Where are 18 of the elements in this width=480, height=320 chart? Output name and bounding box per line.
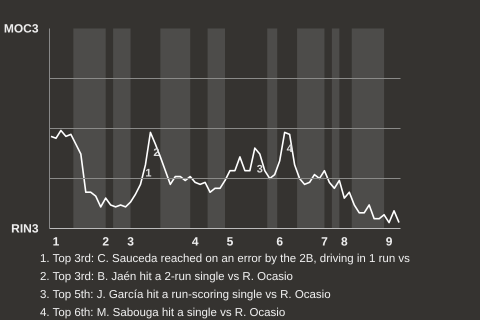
x-tick-label: 8 (340, 234, 348, 248)
x-tick-label: 6 (276, 234, 284, 248)
text: 2. Top 3rd: B. Jaén hit a 2-run single vs R. Ocasio (40, 271, 293, 283)
x-tick-label: 5 (226, 234, 234, 248)
x-tick-label: 4 (192, 234, 199, 248)
annotation: 3 (256, 164, 263, 176)
x-tick-label: 7 (321, 234, 328, 248)
annotation: 1 (145, 168, 152, 180)
x-tick-label: 1 (52, 234, 60, 248)
x-tick-label: 9 (386, 234, 393, 248)
text: 1. Top 3rd: C. Sauceda reached on an error by the 2B, driving in 1 run vs (40, 253, 410, 265)
annotation: 2 (153, 147, 160, 160)
text: MOC3 (4, 22, 39, 36)
text: RIN3 (11, 222, 39, 236)
x-tick-label: 3 (127, 234, 134, 248)
x-tick-label: 2 (102, 234, 110, 248)
text: 4. Top 6th: M. Sabouga hit a single vs R. Ocasio (40, 307, 286, 319)
text: 3. Top 5th: J. García hit a run-scoring single vs R. Ocasio (40, 289, 331, 301)
